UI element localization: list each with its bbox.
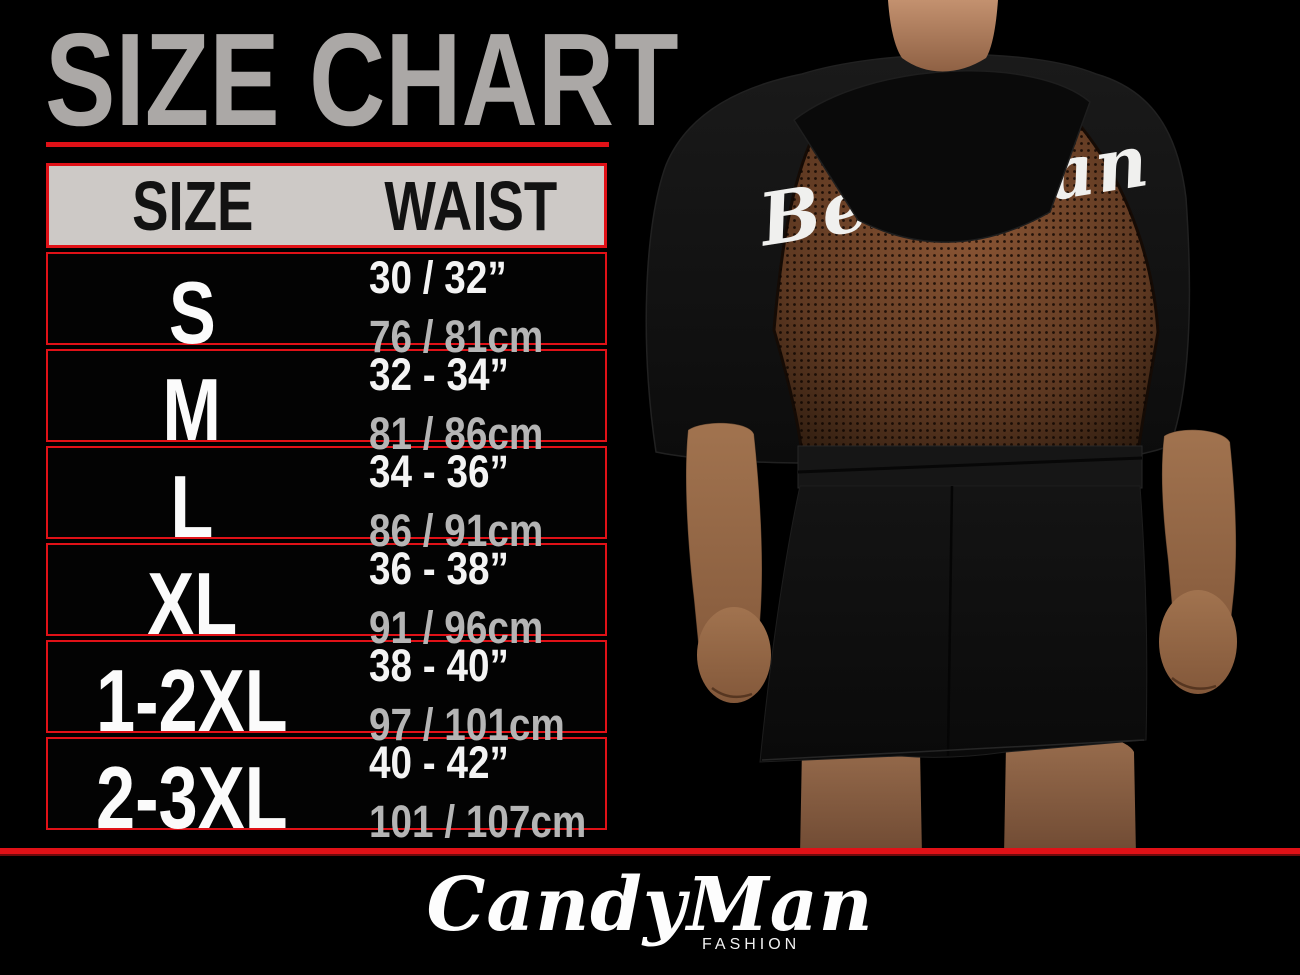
skirt-seam xyxy=(946,485,954,757)
waist-cell: 36 - 38” 91 / 96cm xyxy=(336,545,605,663)
waist-cm: 86 / 91cm xyxy=(369,505,544,556)
waist-inches: 32 - 34” xyxy=(369,349,509,400)
table-row: 2-3XL 40 - 42” 101 / 107cm xyxy=(46,737,607,846)
robe-skirt xyxy=(759,485,1148,763)
model-right-hand xyxy=(1159,590,1237,694)
belt-fold xyxy=(797,456,1143,474)
size-cell: S xyxy=(168,263,216,362)
model-photo: Best Man xyxy=(620,0,1300,856)
left-hand-fingers xyxy=(711,686,753,699)
waist-cell: 30 / 32” 76 / 81cm xyxy=(336,254,605,372)
model-neck xyxy=(888,0,998,72)
brand-logo: CandyMan FASHION xyxy=(0,862,1300,953)
skirt-hem-highlight xyxy=(761,739,1145,761)
table-row: M 32 - 34” 81 / 86cm xyxy=(46,349,607,458)
size-cell: 2-3XL xyxy=(96,748,288,847)
table-row: S 30 / 32” 76 / 81cm xyxy=(46,252,607,361)
model-left-thigh xyxy=(800,735,922,856)
footer-divider xyxy=(0,848,1300,856)
table-row: 1-2XL 38 - 40” 97 / 101cm xyxy=(46,640,607,749)
size-table: SIZE WAIST S 30 / 32” 76 / 81cm M 32 - 3… xyxy=(46,163,607,846)
title-underline xyxy=(46,142,609,147)
waist-cm: 97 / 101cm xyxy=(369,699,565,750)
size-cell: M xyxy=(162,360,222,459)
waist-cell: 38 - 40” 97 / 101cm xyxy=(336,642,605,760)
brand-sub-label: FASHION xyxy=(702,936,801,953)
size-cell: 1-2XL xyxy=(96,651,288,750)
model-right-thigh xyxy=(1004,732,1136,856)
waist-cm: 91 / 96cm xyxy=(369,602,544,653)
right-hand-fingers xyxy=(1171,677,1217,690)
brand-name: CandyMan xyxy=(426,862,874,948)
robe-belt xyxy=(797,445,1143,489)
waist-inches: 36 - 38” xyxy=(369,543,509,594)
page-title: SIZE CHART xyxy=(45,6,679,153)
waist-cm: 81 / 86cm xyxy=(369,408,544,459)
robe-collar xyxy=(792,70,1091,243)
title-block: SIZE CHART xyxy=(45,14,679,147)
waist-inches: 34 - 36” xyxy=(369,446,509,497)
model-left-hand xyxy=(697,607,771,703)
waist-inches: 30 / 32” xyxy=(369,252,507,303)
table-row: L 34 - 36” 86 / 91cm xyxy=(46,446,607,555)
waist-cm: 76 / 81cm xyxy=(369,311,544,362)
waist-inches: 38 - 40” xyxy=(369,640,509,691)
size-cell: XL xyxy=(147,554,237,653)
waist-cell: 32 - 34” 81 / 86cm xyxy=(336,351,605,469)
waist-cell: 40 - 42” 101 / 107cm xyxy=(336,739,622,857)
waist-cell: 34 - 36” 86 / 91cm xyxy=(336,448,605,566)
column-header-waist: WAIST xyxy=(384,167,557,245)
table-header-row: SIZE WAIST xyxy=(46,163,607,248)
waist-cm: 101 / 107cm xyxy=(369,796,587,847)
size-cell: L xyxy=(170,457,214,556)
waist-inches: 40 - 42” xyxy=(369,737,509,788)
column-header-size: SIZE xyxy=(132,167,254,245)
table-row: XL 36 - 38” 91 / 96cm xyxy=(46,543,607,652)
